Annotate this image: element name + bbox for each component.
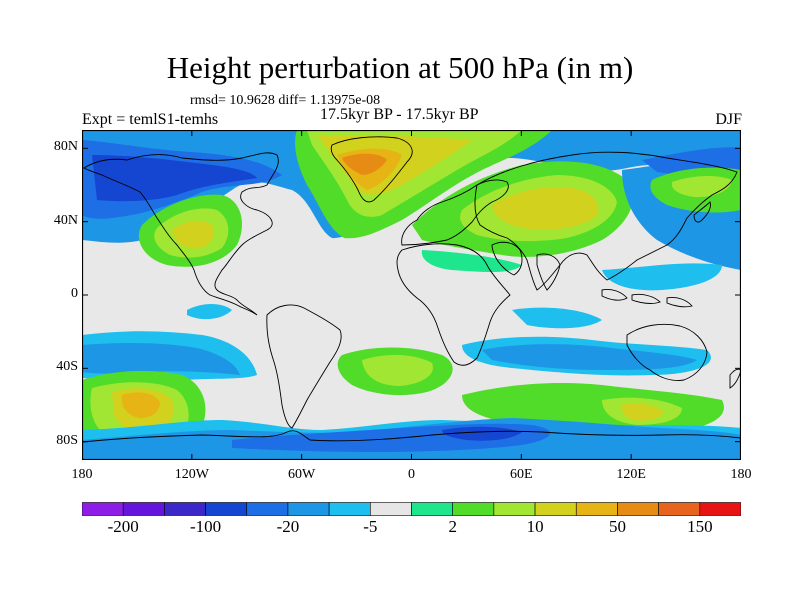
contour-pacific-lime [671, 176, 732, 198]
colorbar-swatch [411, 502, 453, 516]
coastline-indonesia [601, 289, 693, 308]
colorbar-swatch [575, 502, 618, 516]
colorbar-swatch [658, 502, 701, 516]
colorbar-label: 50 [608, 517, 626, 536]
coastline-antarctica [82, 430, 741, 443]
season-label: DJF [715, 111, 742, 128]
colorbar-swatch [370, 502, 412, 516]
coastline-greenland [330, 136, 413, 203]
y-tick-label: 40N [53, 212, 78, 228]
colorbar-swatch [246, 502, 289, 516]
tick-marks [82, 130, 741, 460]
x-tick-label: 120W [174, 467, 209, 482]
x-tick-label: 0 [408, 467, 415, 482]
colorbar-swatch [122, 502, 165, 516]
map-title: Height perturbation at 500 hPa (in m) [166, 50, 634, 85]
colorbar-swatch [164, 502, 206, 516]
colorbar-label: -5 [363, 517, 378, 536]
colorbar-swatch [287, 502, 330, 516]
colorbar-label: -100 [189, 517, 222, 536]
height-perturbation-map [82, 130, 741, 460]
coastlines [82, 136, 741, 443]
coastline-arabia [491, 241, 523, 276]
colorbar-swatch [205, 502, 248, 516]
coastline-south-america [266, 304, 342, 429]
colorbar-swatch [493, 502, 536, 516]
colorbar-swatch [452, 502, 495, 516]
coastline-india [536, 253, 561, 291]
coastline-north-america [83, 152, 279, 316]
contour-south-mid-blue [482, 344, 697, 370]
contour-antarctic-deepblue [442, 426, 522, 441]
y-tick-label: 0 [71, 286, 78, 301]
contour-greenland-deeporange [342, 153, 387, 175]
contour-na-yellow [172, 220, 214, 249]
colorbar-swatch [82, 502, 124, 516]
contour-tropics-cyan-2 [602, 263, 722, 291]
y-tick-label: 40S [56, 359, 78, 375]
colorbar-swatch [534, 502, 577, 516]
colorbar-label: -200 [107, 517, 139, 536]
coastline-africa [396, 243, 511, 366]
contour-south-sw-orange [121, 392, 160, 418]
coastline-europe [401, 179, 509, 246]
contour-south-east-yellow [621, 403, 664, 421]
colorbar-label: 2 [448, 517, 457, 536]
contour-fields [82, 130, 741, 460]
colorbar-swatch [699, 502, 741, 516]
contour-tropics-green-1 [421, 250, 522, 273]
contour-nw-deepblue [92, 155, 257, 202]
contour-tropics-cyan-1 [187, 304, 232, 320]
contour-eurasia-yellow [492, 187, 599, 230]
colorbar-label: 10 [526, 517, 544, 536]
colorbar-swatch [617, 502, 659, 516]
experiment-label: Expt = temlS1-temhs [82, 111, 219, 128]
y-tick-label: 80N [53, 139, 78, 155]
coastline-australia [626, 323, 708, 381]
colorbar-label: -20 [276, 517, 300, 536]
x-tick-label: 180 [71, 467, 93, 482]
colorbar-label: 150 [687, 517, 713, 536]
contour-south-blue [82, 343, 240, 375]
colorbar-swatch [328, 502, 371, 516]
x-tick-label: 60W [288, 467, 316, 482]
x-tick-label: 60E [510, 467, 533, 482]
stats-text: rmsd= 10.9628 diff= 1.13975e-08 [190, 93, 381, 108]
period-text: 17.5kyr BP - 17.5kyr BP [320, 106, 479, 123]
coastline-japan [693, 201, 711, 223]
contour-south-central-lime [362, 354, 433, 386]
y-tick-label: 80S [56, 432, 78, 448]
x-tick-label: 120E [616, 467, 646, 482]
x-tick-label: 180 [730, 467, 752, 482]
colorbar [82, 502, 741, 516]
contour-tropics-cyan-3 [512, 307, 602, 329]
